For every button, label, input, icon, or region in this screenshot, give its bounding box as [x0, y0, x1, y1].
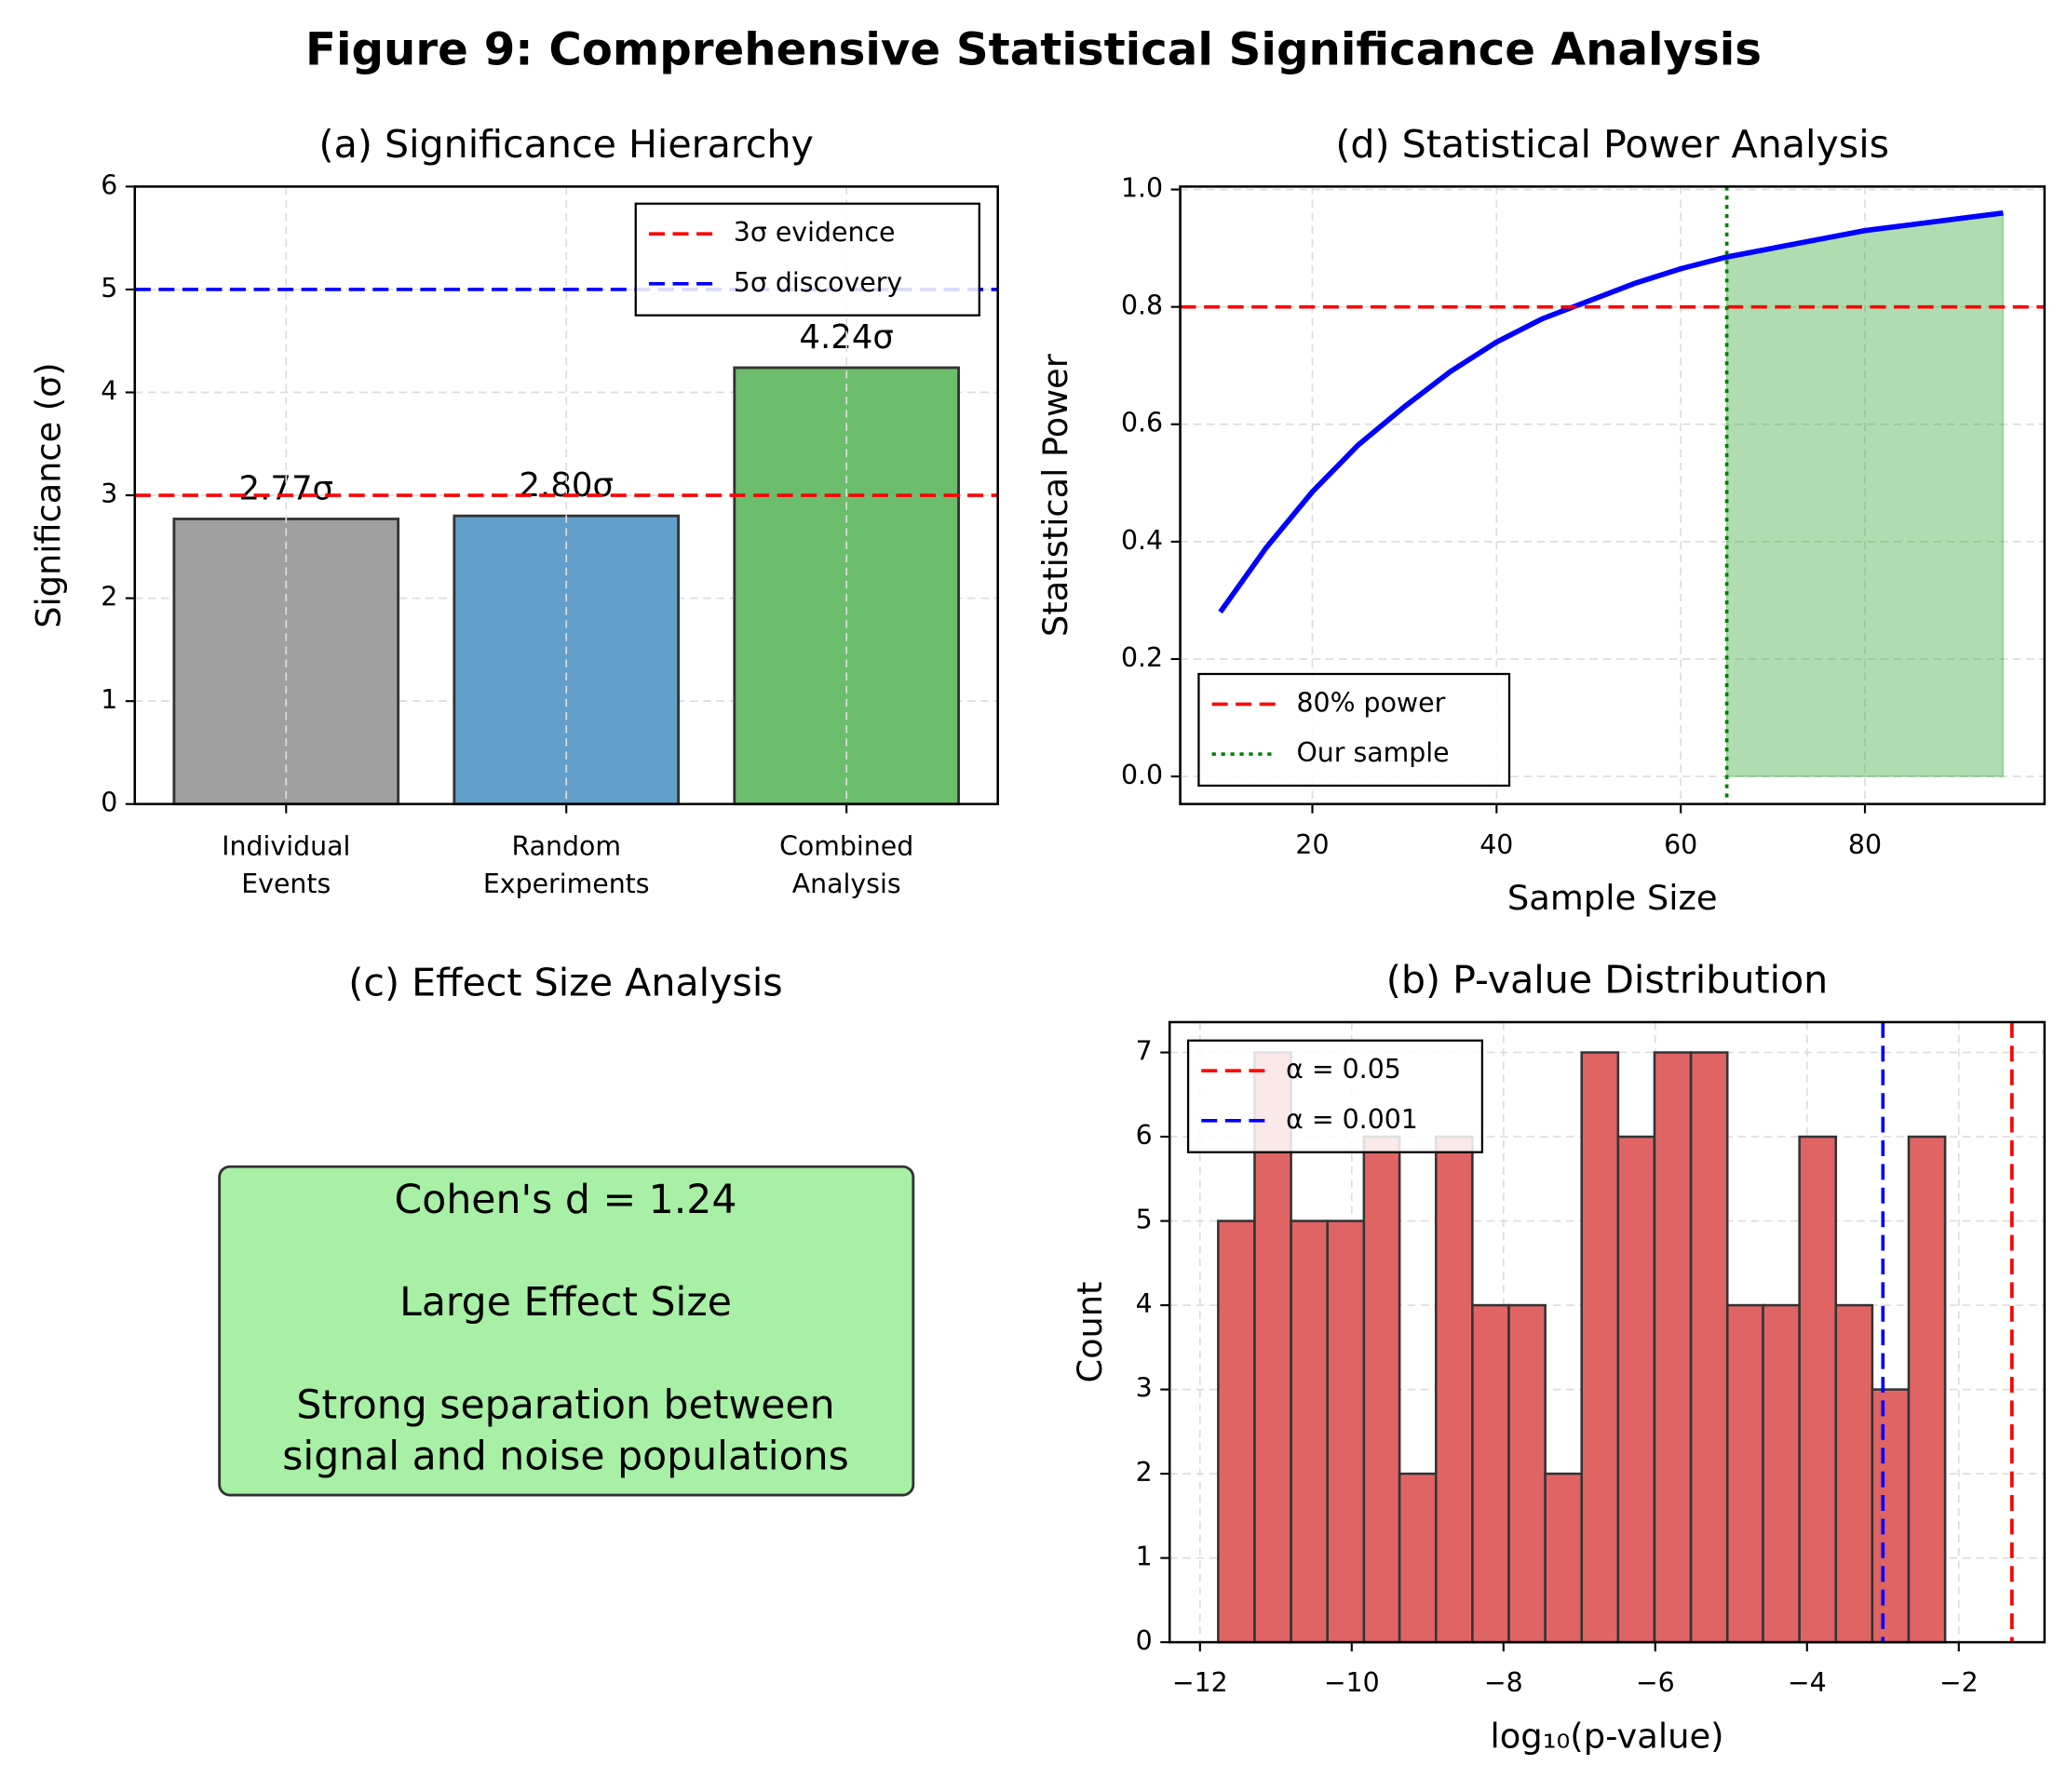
histogram-bar	[1362, 1135, 1401, 1644]
y-tick-label: 3	[1136, 1373, 1153, 1404]
axes-frame	[133, 185, 999, 805]
y-axis-label: Count	[1070, 1282, 1110, 1383]
y-tick-label: 0.2	[1121, 642, 1163, 673]
box-text: Strong separation between signal and nois…	[282, 1382, 849, 1479]
y-tick-label: 0.4	[1121, 525, 1163, 556]
y-tick-label: 3	[101, 478, 117, 509]
histogram-bar	[1217, 1219, 1256, 1644]
axes-frame	[1179, 185, 2047, 805]
histogram-bar	[1580, 1051, 1620, 1644]
x-tick-label: −4	[1788, 1667, 1827, 1698]
histogram-bar	[1725, 1303, 1764, 1644]
y-tick-label: 0	[101, 788, 117, 818]
x-tick-label: Random Experiments	[483, 830, 650, 899]
histogram-bar	[1434, 1135, 1474, 1644]
y-tick-label: 0.6	[1121, 408, 1163, 438]
y-tick-label: 4	[101, 376, 117, 407]
box-text: Large Effect Size	[399, 1280, 732, 1326]
x-tick-label: 60	[1664, 829, 1697, 860]
y-tick-label: 6	[101, 169, 117, 200]
y-tick-label: 5	[101, 273, 117, 303]
x-axis-label: log₁₀(p-value)	[1490, 1717, 1723, 1757]
figure-title: Figure 9: Comprehensive Statistical Sign…	[305, 24, 1762, 76]
y-axis-label: Statistical Power	[1035, 353, 1075, 637]
histogram-bar	[1471, 1303, 1510, 1644]
x-tick-label: 20	[1295, 829, 1329, 860]
panel-title: (c) Effect Size Analysis	[348, 961, 782, 1005]
x-tick-label: Combined Analysis	[779, 830, 913, 899]
y-tick-label: 6	[1136, 1120, 1153, 1151]
panel-title: (d) Statistical Power Analysis	[1335, 122, 1889, 167]
histogram-bar	[1544, 1472, 1584, 1644]
histogram-bar	[1290, 1219, 1329, 1644]
y-axis-label: Significance (σ)	[28, 362, 68, 627]
y-tick-label: 5	[1136, 1205, 1153, 1235]
x-tick-label: −10	[1324, 1667, 1380, 1698]
histogram-bar	[1834, 1303, 1874, 1644]
x-axis-label: Sample Size	[1507, 878, 1718, 918]
histogram-bar	[1762, 1303, 1801, 1644]
legend-label: Our sample	[1296, 737, 1449, 768]
legend-box	[1197, 672, 1511, 788]
y-tick-label: 0.0	[1121, 760, 1163, 790]
x-tick-label: −12	[1172, 1667, 1228, 1698]
panel-title: (a) Significance Hierarchy	[319, 122, 814, 167]
histogram-bar	[1326, 1219, 1366, 1644]
legend-label: α = 0.05	[1286, 1054, 1401, 1085]
power-curve	[1218, 209, 2004, 614]
y-tick-label: 2	[1136, 1457, 1153, 1488]
x-tick-label: −6	[1636, 1667, 1675, 1698]
legend-box	[634, 202, 980, 317]
legend-label: 3σ evidence	[734, 217, 896, 248]
x-tick-label: −8	[1484, 1667, 1523, 1698]
y-tick-label: 1	[1136, 1542, 1153, 1572]
y-tick-label: 2	[101, 582, 117, 613]
x-tick-label: −2	[1939, 1667, 1979, 1698]
text-box	[218, 1165, 915, 1497]
shaded-region	[1725, 211, 2005, 777]
y-tick-label: 7	[1136, 1036, 1153, 1067]
y-tick-label: 4	[1136, 1288, 1153, 1319]
legend-label: 5σ discovery	[734, 267, 902, 298]
x-tick-label: Individual Events	[222, 830, 350, 899]
histogram-bar	[1398, 1472, 1438, 1644]
y-tick-label: 1.0	[1121, 173, 1163, 204]
legend-label: α = 0.001	[1286, 1104, 1418, 1135]
x-tick-label: 80	[1848, 829, 1882, 860]
box-text: Cohen's d = 1.24	[395, 1178, 737, 1223]
histogram-bar	[1907, 1135, 1947, 1644]
panel-title: (b) P-value Distribution	[1386, 958, 1829, 1003]
y-tick-label: 1	[101, 684, 117, 715]
histogram-bar	[1616, 1135, 1656, 1644]
x-tick-label: 40	[1479, 829, 1513, 860]
y-tick-label: 0.8	[1121, 290, 1163, 321]
y-tick-label: 0	[1136, 1625, 1153, 1656]
histogram-bar	[1507, 1303, 1547, 1644]
value-label: 2.80σ	[519, 466, 613, 505]
histogram-bar	[1798, 1135, 1838, 1644]
axes-frame	[1168, 1020, 2047, 1644]
histogram-bar	[1689, 1051, 1729, 1644]
histogram-bar	[1871, 1388, 1911, 1644]
histogram-bar	[1653, 1051, 1693, 1644]
legend-label: 80% power	[1296, 688, 1445, 719]
legend-box	[1186, 1039, 1484, 1153]
